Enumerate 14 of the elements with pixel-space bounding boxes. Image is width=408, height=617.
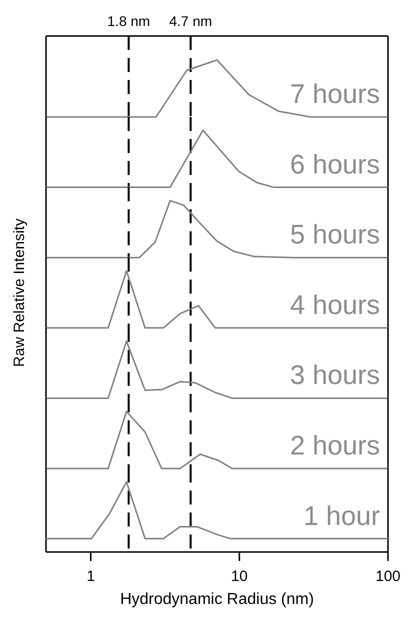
- annotation: 1 hour: [303, 500, 380, 531]
- annotation: 2 hours: [290, 430, 380, 460]
- annotation: 7 hours: [290, 79, 380, 109]
- annotation: 5 hours: [290, 220, 380, 250]
- x-tick-label: 10: [231, 568, 248, 585]
- x-tick-label: 100: [375, 568, 401, 585]
- y-axis-title: Raw Relative Intensity: [11, 218, 28, 367]
- annotation: 4 hours: [290, 290, 380, 320]
- annotation: 3 hours: [290, 360, 380, 390]
- ref-line-label: 1.8 nm: [107, 13, 150, 29]
- annotation: 6 hours: [290, 149, 380, 180]
- x-tick-label: 1: [86, 568, 95, 585]
- x-axis-title: Hydrodynamic Radius (nm): [120, 591, 314, 608]
- ref-line-label: 4.7 nm: [169, 13, 212, 29]
